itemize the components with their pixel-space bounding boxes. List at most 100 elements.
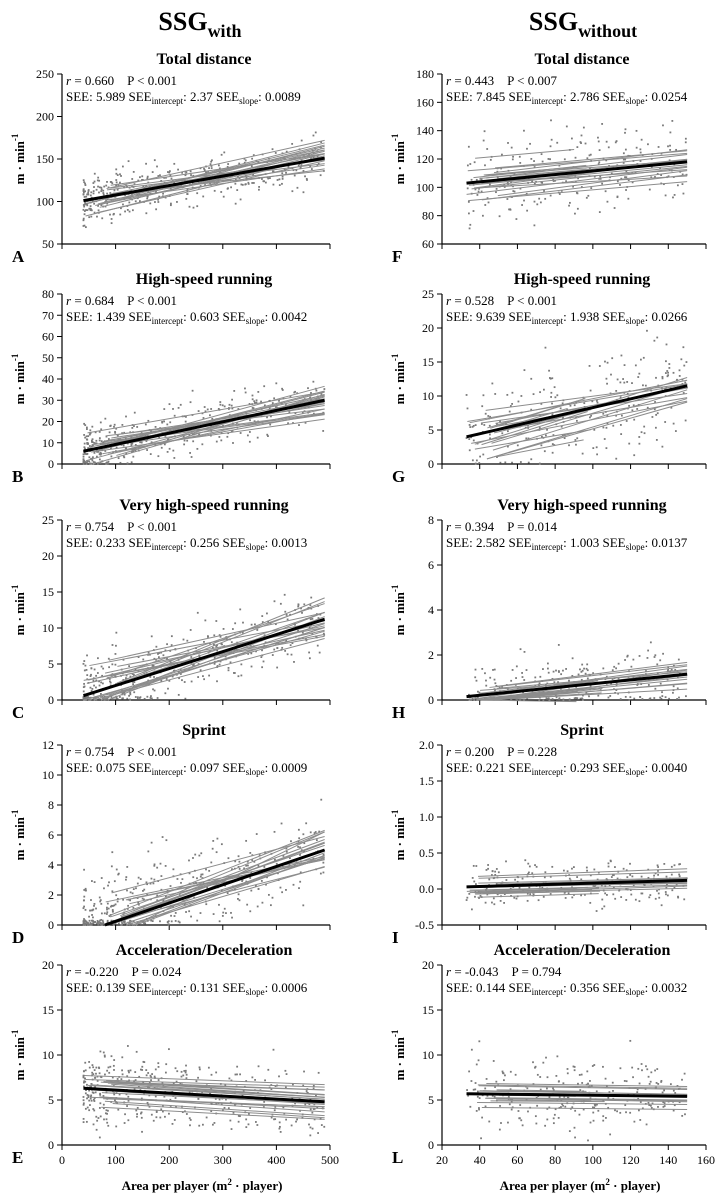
data-point <box>624 659 626 661</box>
data-point <box>95 188 98 191</box>
data-point <box>128 665 131 668</box>
y-tick-label: 20 <box>42 549 54 563</box>
data-point <box>243 157 246 160</box>
data-point <box>95 1128 98 1131</box>
data-point <box>136 1115 138 1118</box>
data-point <box>576 207 579 210</box>
data-point <box>109 181 112 183</box>
data-point <box>203 640 205 643</box>
data-point <box>92 1123 95 1126</box>
data-point <box>115 168 118 171</box>
data-point <box>98 179 101 182</box>
data-point <box>165 176 167 179</box>
data-point <box>215 645 218 648</box>
individual-lines <box>469 661 688 703</box>
data-point <box>309 604 312 607</box>
data-point <box>146 175 149 178</box>
data-point <box>632 404 635 407</box>
data-point <box>620 177 623 180</box>
data-point <box>652 885 655 888</box>
data-point <box>669 149 672 151</box>
data-point <box>82 208 85 211</box>
panel-letter: B <box>12 467 23 486</box>
individual-regression-line <box>471 165 688 190</box>
data-point <box>541 886 544 889</box>
data-point <box>481 405 484 408</box>
data-point <box>126 907 129 910</box>
data-point <box>546 1087 548 1090</box>
data-point <box>610 373 612 376</box>
data-point <box>84 226 87 229</box>
data-point <box>177 920 180 923</box>
see-stats: SEE: 0.233 SEEintercept: 0.256 SEEslope:… <box>66 535 307 552</box>
y-tick-label: 10 <box>42 621 54 635</box>
data-point <box>640 875 643 878</box>
data-point <box>476 1095 479 1098</box>
data-point <box>653 339 656 342</box>
data-point <box>586 663 589 666</box>
data-point <box>568 679 570 682</box>
data-point <box>581 663 584 666</box>
individual-regression-line <box>468 164 688 186</box>
data-point <box>88 216 91 219</box>
data-point <box>308 1103 311 1106</box>
data-point <box>230 404 233 407</box>
data-point <box>674 1092 677 1094</box>
data-point <box>510 146 513 149</box>
data-point <box>160 888 163 891</box>
y-tick-label: 2 <box>428 648 434 662</box>
data-point <box>311 632 314 635</box>
y-tick-label: 180 <box>416 67 434 81</box>
data-point <box>597 1109 600 1112</box>
data-point <box>119 696 121 698</box>
data-point <box>284 1086 287 1089</box>
see-value: 0.233 <box>96 535 125 550</box>
data-point <box>110 447 112 450</box>
data-point <box>615 140 618 143</box>
individual-regression-line <box>496 439 584 458</box>
data-point <box>107 907 110 910</box>
see-intercept-value: 0.603 <box>190 309 219 324</box>
data-point <box>297 164 300 167</box>
data-point <box>591 1065 594 1067</box>
data-point <box>589 1121 592 1124</box>
y-axis-label: m · min-1 <box>10 809 27 860</box>
data-point <box>542 668 544 670</box>
data-point <box>645 1065 647 1068</box>
data-point <box>504 1074 506 1077</box>
data-point <box>185 1064 187 1067</box>
see-slope-value: 0.0032 <box>651 980 687 995</box>
data-point <box>91 687 94 690</box>
data-point <box>573 1126 576 1129</box>
data-point <box>297 629 299 632</box>
data-point <box>479 455 482 458</box>
individual-regression-line <box>479 168 587 179</box>
data-point <box>523 679 526 681</box>
data-point <box>130 923 133 926</box>
y-tick-label: 0 <box>428 693 434 707</box>
data-point <box>250 623 253 626</box>
data-point <box>293 174 296 177</box>
data-point <box>90 899 92 901</box>
data-point <box>168 170 171 173</box>
data-point <box>474 676 477 679</box>
data-point <box>664 372 667 374</box>
data-point <box>682 392 685 394</box>
data-point <box>574 156 577 159</box>
data-point <box>659 682 662 685</box>
data-point <box>91 919 94 922</box>
data-point <box>647 876 650 879</box>
data-point <box>265 883 267 886</box>
data-point <box>656 412 659 415</box>
individual-regression-line <box>129 858 325 905</box>
data-point <box>670 865 673 868</box>
scatter-points <box>465 329 688 465</box>
data-point <box>128 210 131 213</box>
data-point <box>263 385 266 388</box>
data-point <box>632 1076 634 1079</box>
data-point <box>667 374 670 377</box>
data-point <box>470 436 473 439</box>
data-point <box>258 188 260 191</box>
data-point <box>160 651 163 654</box>
data-point <box>649 1104 652 1107</box>
